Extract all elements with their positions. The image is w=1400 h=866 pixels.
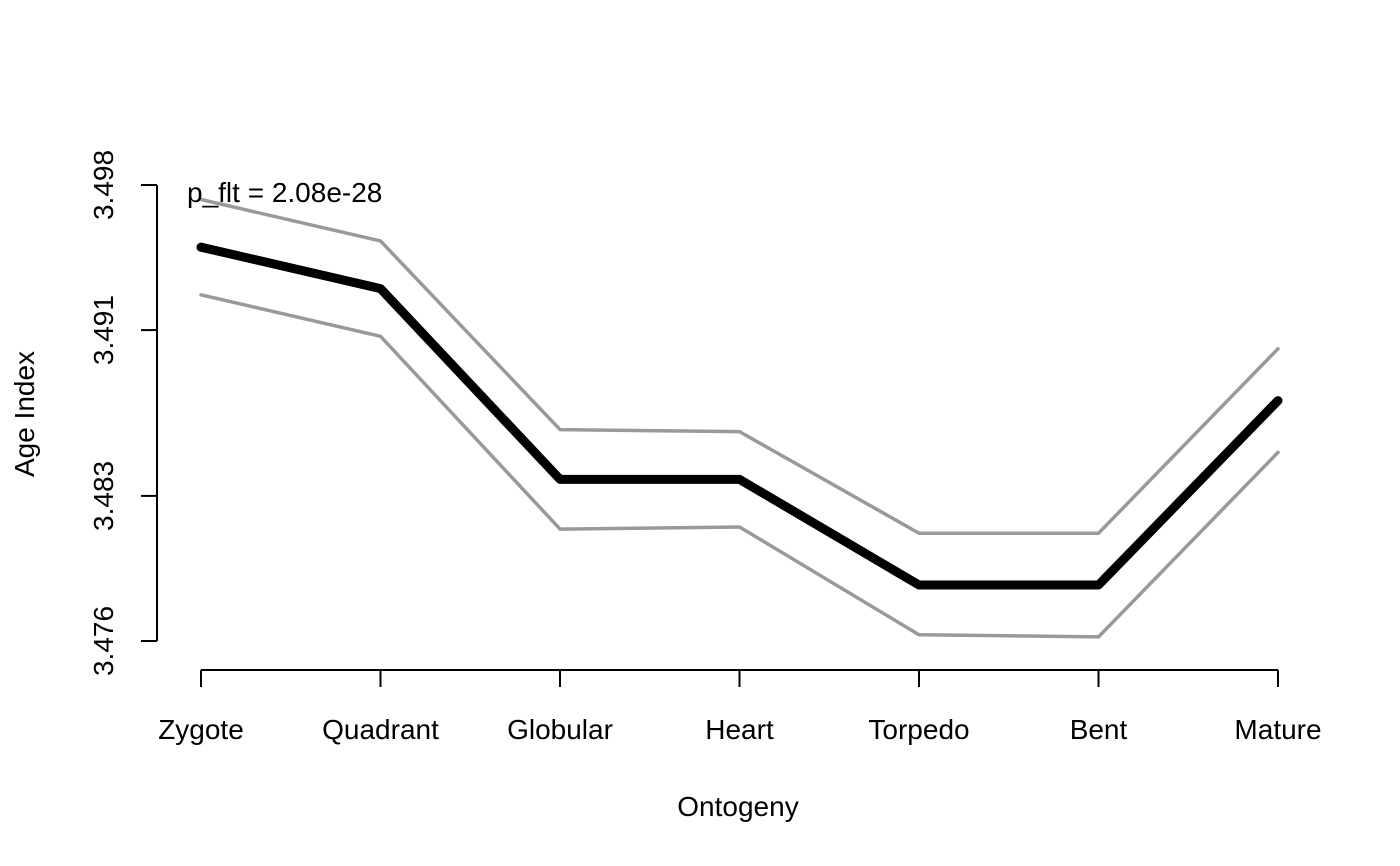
x-tick-label: Zygote	[158, 714, 244, 745]
series-line-mean	[196, 242, 1283, 590]
x-axis-title: Ontogeny	[677, 791, 798, 822]
x-tick-label: Quadrant	[322, 714, 439, 745]
y-tick-label: 3.498	[88, 150, 119, 220]
x-tick-label: Heart	[705, 714, 774, 745]
y-axis-title: Age Index	[9, 351, 40, 477]
x-tick-label: Mature	[1234, 714, 1321, 745]
x-axis: Zygote Quadrant Globular Heart Torpedo Bent Ma…	[158, 669, 1322, 745]
y-tick-label: 3.491	[88, 295, 119, 365]
series-line-upper	[199, 197, 1280, 535]
series-line-lower	[199, 293, 1280, 639]
x-tick-label: Bent	[1070, 714, 1128, 745]
x-tick-label: Torpedo	[868, 714, 969, 745]
y-axis: 3.476 3.483 3.491 3.498	[88, 150, 158, 676]
x-tick-label: Globular	[507, 714, 613, 745]
y-tick-label: 3.483	[88, 461, 119, 531]
y-tick-label: 3.476	[88, 606, 119, 676]
series-layer	[196, 197, 1283, 639]
p-value-annotation: p_flt = 2.08e-28	[187, 177, 382, 208]
